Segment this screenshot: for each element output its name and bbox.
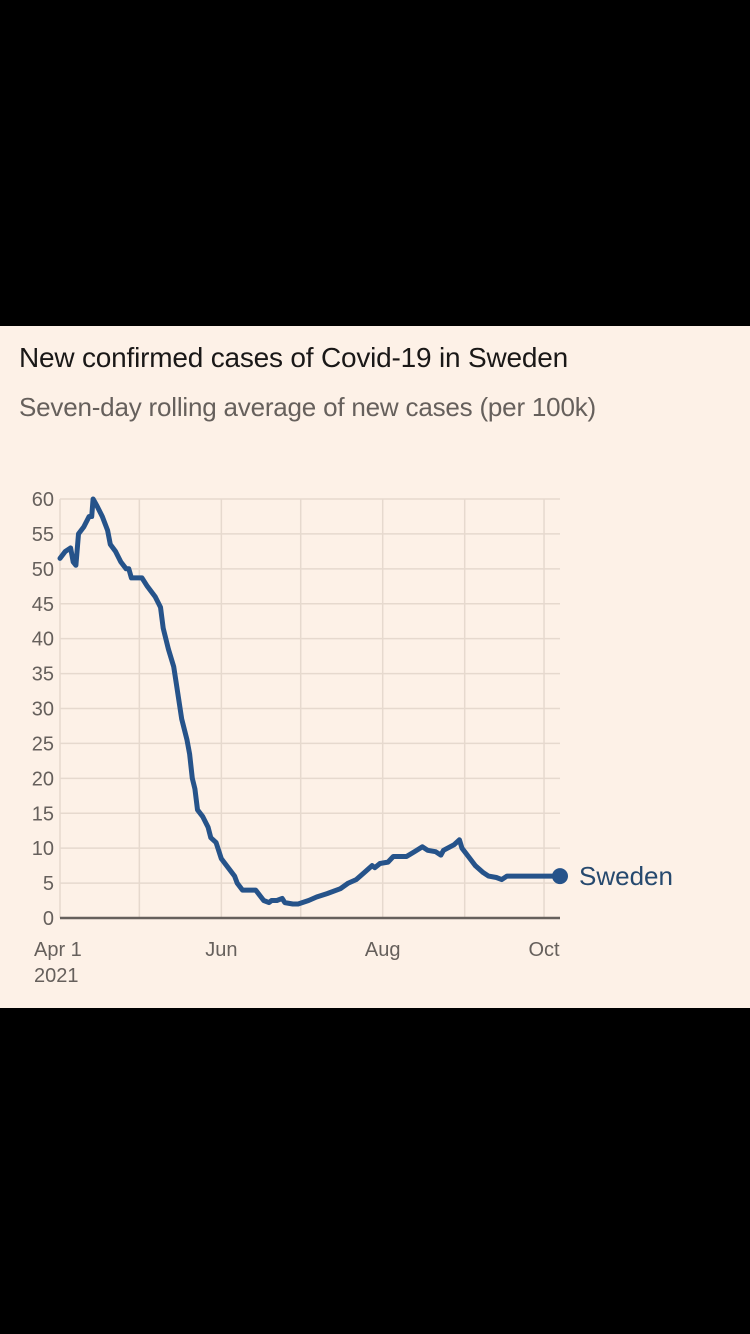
- series-end-marker: [552, 868, 568, 885]
- chart-card: New confirmed cases of Covid-19 in Swede…: [0, 326, 750, 1008]
- x-tick-label: Apr 1: [34, 939, 82, 961]
- y-tick-label: 25: [32, 733, 54, 755]
- series-end-label: Sweden: [579, 861, 673, 891]
- chart-subtitle: Seven-day rolling average of new cases (…: [19, 392, 596, 422]
- x-tick-label: Oct: [528, 939, 560, 961]
- y-tick-label: 30: [32, 699, 54, 721]
- x-axis-ticks: Apr 1 2021 Jun Aug Oct: [34, 939, 560, 987]
- y-tick-label: 50: [32, 559, 54, 581]
- series-group: Sweden: [57, 496, 673, 907]
- y-tick-label: 5: [43, 873, 54, 895]
- y-tick-label: 0: [43, 908, 54, 930]
- y-tick-label: 10: [32, 838, 54, 860]
- chart-title: New confirmed cases of Covid-19 in Swede…: [19, 342, 568, 373]
- y-gridlines: [60, 498, 560, 884]
- x-tick-label: Aug: [365, 939, 401, 961]
- y-tick-label: 15: [32, 803, 54, 825]
- x-tick-label: Jun: [205, 939, 237, 961]
- line-chart: 0 5 10 15 20 25 30 35 40 45 50 55 60 Apr 1 2021 Jun Aug…: [32, 489, 673, 987]
- y-tick-label: 40: [32, 629, 54, 651]
- y-tick-label: 60: [32, 489, 54, 511]
- y-tick-label: 55: [32, 524, 54, 546]
- x-tick-sublabel: 2021: [34, 965, 79, 987]
- series-line-sweden: [57, 496, 563, 907]
- y-tick-label: 45: [32, 594, 54, 616]
- y-axis-ticks: 0 5 10 15 20 25 30 35 40 45 50 55 60: [32, 489, 54, 930]
- y-tick-label: 35: [32, 664, 54, 686]
- x-gridlines: [59, 499, 545, 918]
- y-tick-label: 20: [32, 768, 54, 790]
